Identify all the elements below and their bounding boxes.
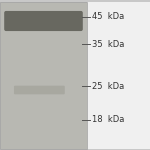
FancyBboxPatch shape xyxy=(4,11,83,31)
Text: 35  kDa: 35 kDa xyxy=(92,40,124,49)
Bar xyxy=(87,2,150,148)
Text: 45  kDa: 45 kDa xyxy=(92,12,124,21)
Text: 25  kDa: 25 kDa xyxy=(92,82,124,91)
Text: 18  kDa: 18 kDa xyxy=(92,116,124,124)
Bar xyxy=(0,2,87,148)
FancyBboxPatch shape xyxy=(14,86,65,94)
